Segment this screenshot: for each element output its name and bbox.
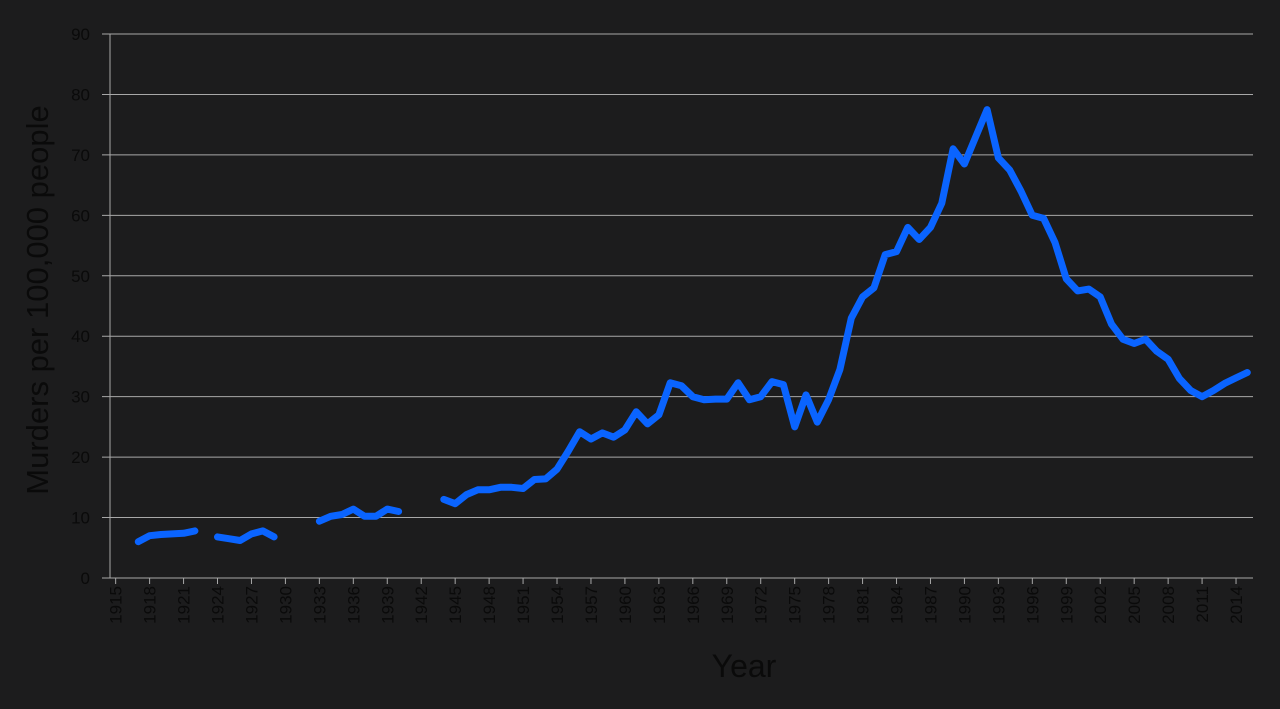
x-tick-label: 1978: [820, 586, 839, 624]
x-tick-label: 1939: [378, 586, 397, 624]
y-tick-label: 90: [71, 25, 90, 44]
y-tick-label: 40: [71, 327, 90, 346]
y-tick-label: 30: [71, 388, 90, 407]
x-tick-label: 1942: [412, 586, 431, 624]
x-tick-label: 1975: [786, 586, 805, 624]
x-tick-label: 1936: [344, 586, 363, 624]
x-tick-label: 1966: [684, 586, 703, 624]
y-tick-label: 0: [81, 569, 90, 588]
x-axis-label: Year: [712, 648, 777, 684]
x-tick-label: 1987: [921, 586, 940, 624]
x-tick-label: 1999: [1057, 586, 1076, 624]
x-tick-label: 1945: [446, 586, 465, 624]
y-tick-label: 50: [71, 267, 90, 286]
x-tick-label: 2005: [1125, 586, 1144, 624]
x-tick-label: 1927: [242, 586, 261, 624]
x-tick-label: 2008: [1159, 586, 1178, 624]
y-tick-label: 20: [71, 448, 90, 467]
x-tick-label: 1954: [548, 586, 567, 624]
x-tick-label: 1972: [752, 586, 771, 624]
y-tick-label: 10: [71, 509, 90, 528]
x-tick-label: 2002: [1091, 586, 1110, 624]
x-tick-label: 1963: [650, 586, 669, 624]
x-tick-label: 1996: [1023, 586, 1042, 624]
x-tick-label: 1921: [175, 586, 194, 624]
x-tick-label: 1984: [888, 586, 907, 624]
data-line: [134, 106, 1251, 546]
x-tick-label: 1951: [514, 586, 533, 624]
x-tick-label: 1969: [718, 586, 737, 624]
x-tick-label: 1924: [209, 586, 228, 624]
x-tick-label: 1990: [955, 586, 974, 624]
x-tick-label: 1933: [310, 586, 329, 624]
x-tick-label: 1918: [141, 586, 160, 624]
x-tick-label: 2011: [1193, 586, 1212, 623]
y-tick-label: 70: [71, 146, 90, 165]
y-tick-label: 60: [71, 206, 90, 225]
x-tick-label: 1948: [480, 586, 499, 624]
x-tick-label: 1993: [989, 586, 1008, 624]
x-tick-label: 1915: [107, 586, 126, 624]
x-tick-label: 1930: [276, 586, 295, 624]
y-tick-label: 80: [71, 85, 90, 104]
x-tick-label: 1960: [616, 586, 635, 624]
x-tick-label: 2014: [1227, 586, 1246, 624]
x-tick-label: 1981: [854, 586, 873, 624]
x-tick-label: 1957: [582, 586, 601, 624]
y-axis-label: Murders per 100,000 people: [20, 105, 55, 494]
